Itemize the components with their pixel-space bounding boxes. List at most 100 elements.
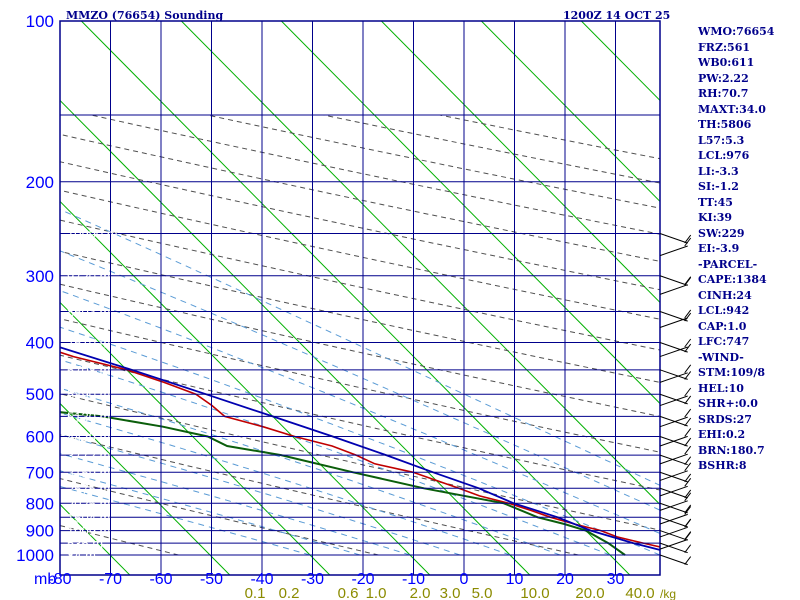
stability-index-item: LI:-3.3: [698, 164, 739, 178]
stability-index-item: SHR+:0.0: [698, 397, 758, 410]
stability-index-item: CINH:24: [698, 288, 752, 302]
wind-barb: [659, 516, 688, 528]
wind-barb-feather: [684, 237, 692, 247]
temperature-tick-label: -60: [149, 571, 172, 588]
temperature-tick-label: -50: [200, 571, 223, 588]
wind-barb-feather: [684, 309, 692, 319]
stability-index-item: LCL:976: [698, 149, 750, 162]
wind-barb-feather: [684, 477, 692, 487]
dry-adiabat: [60, 434, 579, 556]
height-label: 2575 m: [67, 481, 110, 496]
temperature-tick-label: 10: [506, 571, 524, 588]
wind-barb-feather: [684, 506, 692, 515]
isotherm-line: [60, 99, 531, 575]
wind-barb: [659, 513, 688, 525]
stability-index-item: STM:109/8: [698, 366, 765, 379]
height-label: 5890 m: [67, 387, 110, 402]
mixing-ratio-tick-label: 0.2: [279, 585, 300, 600]
stability-index-item: KI:39: [698, 211, 733, 224]
temperature-tick-label: -10: [402, 571, 425, 588]
wind-barb: [659, 470, 688, 481]
stability-index-item: CAPE:1384: [698, 273, 767, 286]
wind-barb: [659, 526, 688, 538]
pressure-unit-label: mb: [34, 571, 56, 588]
isotherm-line: [280, 21, 660, 405]
wind-barb: [659, 453, 688, 465]
temperature-tick-label: -80: [48, 571, 71, 588]
pressure-tick-label: 700: [26, 463, 54, 482]
wind-barb: [659, 454, 688, 466]
stability-index-item: LCL:942: [698, 304, 750, 317]
height-label: 8603 m: [67, 305, 110, 320]
stability-index-item: FRZ:561: [698, 40, 751, 54]
wind-barb: [659, 554, 688, 566]
stability-index-item: WMO:76654: [698, 25, 775, 38]
temperature-tick-label: 20: [556, 571, 574, 588]
moist-adiabat: [60, 453, 411, 556]
wind-barb: [659, 233, 688, 244]
wind-barb: [659, 275, 688, 286]
wind-barb: [659, 372, 688, 383]
isotherm-line: [380, 21, 660, 304]
moist-adiabat: [60, 485, 311, 556]
wind-barb-feather: [684, 312, 692, 322]
wind-barb: [659, 542, 688, 554]
wind-barb: [659, 539, 688, 550]
wind-barb-feather: [684, 277, 692, 286]
wind-barb-feather: [684, 456, 692, 466]
wind-barb: [659, 487, 688, 499]
temperature-tick-label: 30: [607, 571, 625, 588]
wind-barb-feather: [684, 437, 692, 447]
wind-barb-feather: [684, 473, 692, 483]
wind-barb-feather: [684, 371, 692, 380]
pressure-tick-label: 500: [26, 385, 54, 404]
isotherm-line: [80, 21, 631, 575]
isotherm-line: [60, 301, 331, 575]
stability-index-item: L57:5.3: [698, 133, 745, 147]
height-label: 4429 m: [67, 430, 110, 445]
wind-barb-feather: [684, 417, 692, 427]
mixing-ratio-tick-label: 0.6: [338, 585, 359, 600]
height-label: 7610 m: [67, 336, 110, 351]
wind-barb-feather: [684, 504, 692, 514]
wind-barb: [659, 245, 688, 257]
mixing-ratio-tick-label: 40.0: [625, 585, 654, 600]
wind-barb: [659, 485, 688, 497]
wind-barb-feather: [684, 343, 692, 353]
temperature-tick-label: -30: [301, 571, 324, 588]
wind-barb: [659, 346, 688, 358]
dry-adiabat: [60, 189, 660, 320]
wind-barb: [659, 530, 688, 541]
chart-title: MMZO (76654) Sounding: [66, 9, 224, 22]
wind-barb-feather: [684, 531, 692, 541]
wind-barbs: [659, 233, 692, 566]
mixing-ratio-tick-label: 3.0: [440, 585, 461, 600]
temperature-tick-label: -40: [250, 571, 273, 588]
stability-index-panel: WMO:76654 FRZ:561 WB0:611 PW:2.22 RH:70.7 MAX…: [698, 24, 774, 474]
pressure-tick-label: 400: [26, 334, 54, 353]
pressure-tick-label: 100: [26, 12, 54, 31]
stability-index-item: TT:45: [698, 195, 733, 209]
height-label: 10990 m: [67, 226, 118, 241]
stability-index-item: SW:229: [698, 226, 745, 240]
dry-adiabat: [60, 354, 660, 491]
wind-barb-feather: [684, 462, 692, 472]
temperature-tick-label: -70: [99, 571, 122, 588]
wind-barb-feather: [684, 544, 692, 554]
stability-index-item: SI:-1.2: [698, 180, 739, 193]
wind-barb: [659, 393, 688, 405]
stability-index-item: TH:5806: [698, 118, 752, 131]
stability-index-item: BSHR:8: [698, 459, 747, 472]
mixing-ratio-unit-label: /kg: [660, 587, 676, 600]
height-label: 2026 m: [67, 496, 110, 511]
wind-barb: [659, 502, 688, 514]
pressure-tick-label: 300: [26, 267, 54, 286]
mixing-ratio-tick-label: 5.0: [472, 585, 493, 600]
wind-barb: [659, 369, 688, 380]
wind-barb: [659, 284, 688, 295]
wind-barb: [659, 415, 688, 427]
wind-barb: [659, 500, 688, 511]
height-label: 84 m: [67, 548, 96, 563]
wind-barb: [659, 436, 688, 447]
